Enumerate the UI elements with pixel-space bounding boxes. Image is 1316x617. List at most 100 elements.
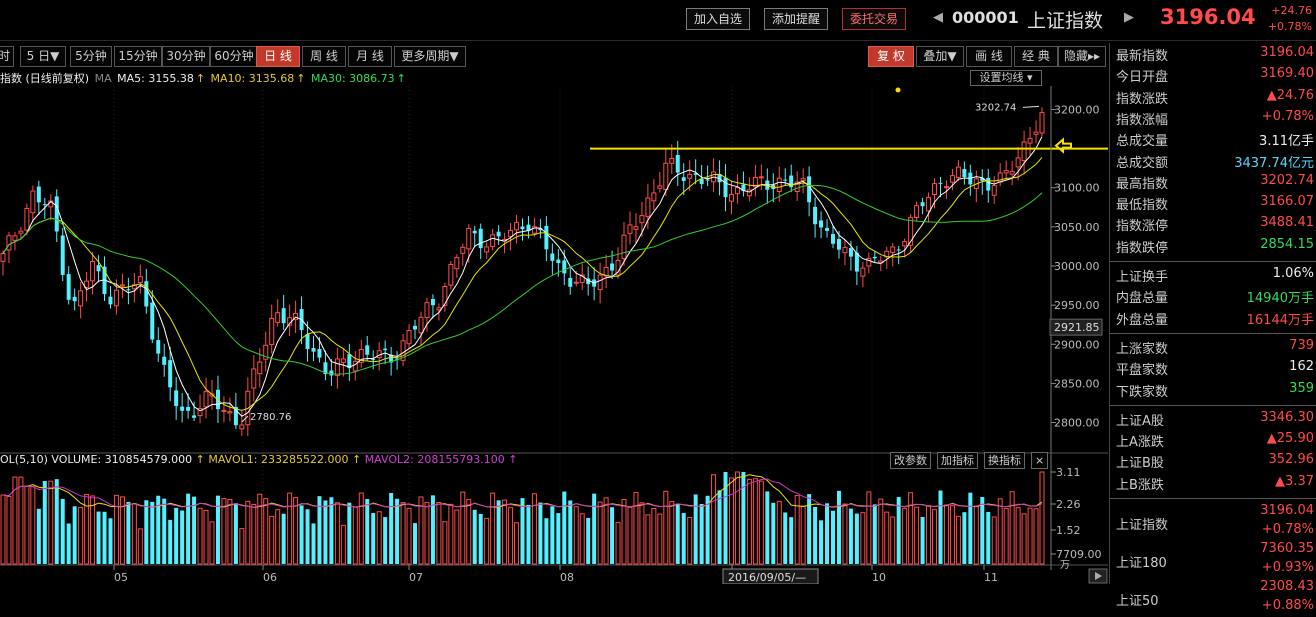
- panel-row: 外盘总量 16144万手: [1116, 309, 1314, 330]
- candle: [156, 327, 161, 362]
- tab-overlay[interactable]: 叠加▼: [916, 46, 964, 67]
- panel-divider: [1110, 261, 1316, 262]
- panel-row: 指数涨跌 ▲24.76: [1116, 88, 1314, 109]
- volume-bar: [442, 521, 448, 565]
- volume-bar: [836, 490, 841, 564]
- add-watchlist-button[interactable]: 加入自选: [686, 8, 751, 30]
- volume-bar: [573, 506, 579, 565]
- price-axis-label: 2850.00: [1054, 377, 1100, 390]
- tab-daily[interactable]: 日 线: [256, 46, 300, 67]
- volume-bar: [783, 512, 788, 564]
- candle: [454, 254, 460, 278]
- candle: [162, 343, 167, 377]
- tab-5day[interactable]: 5 日▼: [20, 46, 66, 67]
- next-stock-icon[interactable]: ▶: [1124, 10, 1134, 25]
- edit-params-button[interactable]: 改参数: [890, 452, 931, 469]
- candle: [902, 238, 908, 258]
- candle: [36, 180, 41, 216]
- volume-bar: [645, 514, 651, 565]
- tab-restore-rights[interactable]: 复 权: [868, 46, 914, 67]
- tab-draw-line[interactable]: 画 线: [966, 46, 1012, 67]
- volume-bar: [299, 505, 304, 564]
- volume-bar: [311, 523, 316, 564]
- volume-bar: [102, 511, 107, 564]
- add-alert-button[interactable]: 添加提醒: [764, 8, 829, 30]
- candle: [813, 197, 818, 238]
- change-percent: +0.78%: [1267, 20, 1312, 33]
- index-label: 上证指数: [1116, 518, 1169, 533]
- candle: [723, 164, 728, 212]
- candle: [550, 243, 555, 275]
- candle: [615, 247, 621, 279]
- candle: [807, 166, 812, 217]
- switch-indicator-button[interactable]: 换指标: [984, 452, 1025, 469]
- tab-classic[interactable]: 经 典: [1014, 46, 1058, 67]
- volume-bar: [472, 509, 477, 564]
- panel-row: 上证B股 352.96: [1116, 452, 1314, 473]
- candle: [794, 171, 800, 201]
- price-change: +24.76 +0.78%: [1256, 3, 1312, 35]
- date-axis-label: 10: [872, 571, 886, 584]
- tab-intraday[interactable]: 时: [0, 46, 14, 67]
- trade-button[interactable]: 委托交易: [842, 8, 907, 30]
- volume-bar: [269, 515, 275, 565]
- volume-bar: [860, 512, 866, 565]
- prev-stock-icon[interactable]: ◀: [933, 10, 943, 25]
- volume-bar: [186, 493, 191, 564]
- candle: [418, 311, 424, 346]
- volume-bar: [174, 507, 179, 564]
- volume-bar: [215, 495, 220, 564]
- volume-bar: [1015, 507, 1021, 565]
- tab-hide[interactable]: 隐藏▸▸: [1058, 46, 1106, 67]
- volume-bar: [997, 498, 1003, 565]
- tab-more-periods[interactable]: 更多周期▼: [394, 46, 466, 67]
- volume-bar: [752, 478, 758, 565]
- volume-bar: [902, 507, 908, 565]
- candle: [597, 262, 603, 304]
- volume-bar: [281, 513, 286, 564]
- volume-bar: [227, 498, 233, 565]
- candle: [926, 192, 932, 223]
- candle: [84, 271, 90, 302]
- candlestick-chart[interactable]: 3202.74 2780.76 3200.00 3100.00 3050.00 3000…: [0, 86, 1108, 584]
- volume-bar: [323, 500, 328, 564]
- ma-settings-button[interactable]: 设置均线 ▾: [970, 70, 1042, 86]
- high-annotation: 3202.74: [975, 102, 1016, 113]
- tab-weekly[interactable]: 周 线: [302, 46, 346, 67]
- panel-row: 最低指数 3166.07: [1116, 194, 1314, 215]
- volume-bar: [639, 502, 645, 565]
- close-icon[interactable]: ⨯: [1031, 452, 1049, 469]
- candle: [1027, 126, 1033, 156]
- panel-row-value: ▲24.76: [1266, 87, 1314, 103]
- index-value: 2308.43: [1260, 579, 1314, 594]
- tab-30min[interactable]: 30分钟: [162, 46, 210, 67]
- tab-15min[interactable]: 15分钟: [114, 46, 162, 67]
- candle: [329, 359, 334, 386]
- price-axis-label: 3100.00: [1054, 182, 1100, 195]
- ma10-value: MA10: 3135.68: [210, 72, 295, 85]
- volume-bar: [734, 471, 740, 565]
- add-indicator-button[interactable]: 加指标: [937, 452, 978, 469]
- volume-bar: [728, 477, 734, 565]
- volume-axis-label: 3.11: [1056, 466, 1081, 479]
- candle: [197, 394, 203, 424]
- candle: [932, 178, 938, 209]
- tab-60min[interactable]: 60分钟: [210, 46, 258, 67]
- tab-monthly[interactable]: 月 线: [348, 46, 392, 67]
- tab-5min[interactable]: 5分钟: [70, 46, 112, 67]
- volume-bar: [711, 474, 717, 565]
- volume-bar: [657, 513, 663, 565]
- volume-bar: [418, 496, 424, 565]
- cursor-date-box: [722, 568, 819, 584]
- volume-bar: [90, 495, 96, 565]
- volume-bar: [1033, 508, 1039, 565]
- panel-row: 指数涨幅 +0.78%: [1116, 109, 1314, 130]
- date-axis-label: 11: [984, 571, 998, 584]
- volume-bar: [890, 516, 896, 565]
- panel-row: 总成交量 3.11亿手: [1116, 130, 1314, 151]
- volume-bar: [633, 491, 639, 565]
- candle: [651, 178, 657, 210]
- volume-bar: [973, 505, 979, 565]
- candle: [174, 377, 179, 420]
- volume-bar: [424, 502, 430, 565]
